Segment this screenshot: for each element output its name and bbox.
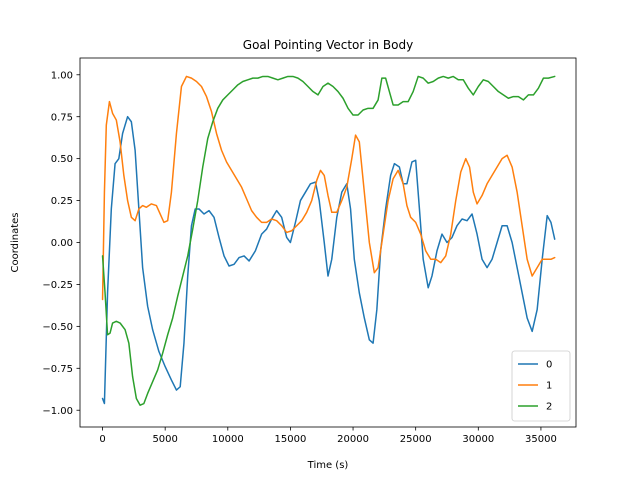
series-line-0	[101, 115, 556, 405]
y-tick-label: −0.50	[42, 322, 73, 333]
series-line-2	[101, 75, 556, 406]
y-tick-label: 0.25	[51, 196, 73, 207]
x-axis-label: Time (s)	[307, 460, 349, 471]
y-tick-label: 0.00	[51, 238, 73, 249]
legend-label-0: 0	[546, 360, 552, 371]
legend-box	[511, 350, 571, 422]
axes: 0 5000 10000 15000 20000 25000 30000 35000 −1.00…	[42, 57, 577, 445]
legend-label-2: 2	[546, 402, 552, 413]
x-tick-label: 5000	[152, 434, 177, 445]
legend-label-1: 1	[546, 381, 552, 392]
y-tick-label: 0.75	[51, 112, 73, 123]
legend: 0 1 2	[511, 350, 571, 422]
y-axis-label: Coordinates	[10, 212, 21, 272]
chart-title: Goal Pointing Vector in Body	[243, 38, 413, 52]
y-tick-label: 0.50	[51, 154, 73, 165]
x-tick-label: 30000	[462, 434, 494, 445]
x-tick-label: 15000	[275, 434, 307, 445]
x-tick-label: 0	[99, 434, 105, 445]
x-tick-label: 10000	[212, 434, 244, 445]
x-tick-label: 20000	[337, 434, 369, 445]
y-tick-label: −0.75	[42, 364, 73, 375]
series-line-1	[101, 75, 556, 301]
y-tick-label: −1.00	[42, 406, 73, 417]
y-tick-label: −0.25	[42, 280, 73, 291]
y-tick-label: 1.00	[51, 70, 73, 81]
x-tick-label: 35000	[525, 434, 557, 445]
x-tick-label: 25000	[400, 434, 432, 445]
series-lines	[101, 75, 556, 406]
plot-area	[80, 58, 576, 427]
